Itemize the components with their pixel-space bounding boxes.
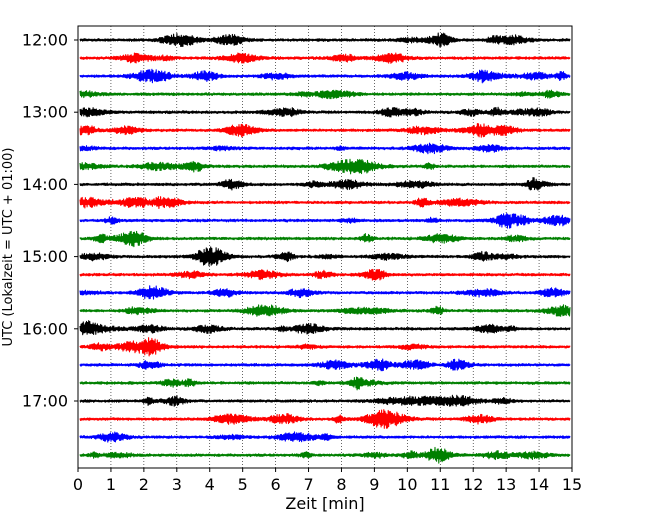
y-tick-label: 12:00 xyxy=(22,31,68,50)
x-tick-label: 5 xyxy=(238,475,248,494)
seismic-trace xyxy=(79,304,571,317)
y-tick-label: 13:00 xyxy=(22,103,68,122)
seismic-trace xyxy=(79,337,571,357)
seismic-trace xyxy=(79,246,571,267)
x-tick-label: 4 xyxy=(205,475,215,494)
seismic-trace xyxy=(79,230,571,248)
y-axis-label: UTC (Lokalzeit = UTC + 01:00) xyxy=(1,148,16,347)
x-tick-label: 2 xyxy=(139,475,149,494)
seismic-trace xyxy=(79,89,571,100)
x-tick-label: 8 xyxy=(336,475,346,494)
seismic-trace xyxy=(79,106,571,118)
x-tick-label: 6 xyxy=(271,475,281,494)
seismic-trace xyxy=(79,320,571,336)
x-axis-label: Zeit [min] xyxy=(285,494,364,513)
seismic-trace xyxy=(79,158,571,175)
y-tick-label: 15:00 xyxy=(22,247,68,266)
seismic-trace xyxy=(79,376,571,391)
seismic-trace xyxy=(79,285,571,300)
seismic-trace xyxy=(79,32,571,48)
x-tick-label: 15 xyxy=(562,475,582,494)
seismic-trace xyxy=(79,431,571,443)
seismic-trace xyxy=(79,142,571,155)
seismic-trace xyxy=(79,177,571,191)
seismic-trace xyxy=(79,212,571,229)
plot-area-background xyxy=(78,26,572,468)
plot-frame xyxy=(77,25,573,469)
y-tick-label: 14:00 xyxy=(22,175,68,194)
seismic-trace xyxy=(79,52,571,64)
x-tick-label: 13 xyxy=(496,475,516,494)
x-tick-label: 10 xyxy=(397,475,417,494)
x-tick-label: 0 xyxy=(73,475,83,494)
x-tick-label: 14 xyxy=(529,475,549,494)
seismic-trace xyxy=(79,446,571,464)
seismic-trace xyxy=(79,196,571,209)
x-tick-label: 1 xyxy=(106,475,116,494)
x-tick-label: 3 xyxy=(172,475,182,494)
x-axis-ticks: 0 1 2 3 4 5 6 7 8 9 10 11 12 13 14 15 xyxy=(73,468,582,494)
y-tick-label: 16:00 xyxy=(22,319,68,338)
y-axis-ticks: 12:00 13:00 14:00 15:00 16:00 17:00 xyxy=(22,31,78,411)
seismic-trace xyxy=(79,122,571,138)
x-tick-label: 11 xyxy=(430,475,450,494)
seismic-trace xyxy=(79,268,571,281)
x-tick-label: 7 xyxy=(303,475,313,494)
seismic-trace xyxy=(79,409,571,429)
seismic-trace xyxy=(79,358,571,372)
y-tick-label: 17:00 xyxy=(22,392,68,411)
x-tick-label: 9 xyxy=(369,475,379,494)
x-tick-label: 12 xyxy=(463,475,483,494)
seismic-trace xyxy=(79,68,571,84)
seismic-trace xyxy=(79,394,571,407)
seismic-traces xyxy=(79,32,571,464)
